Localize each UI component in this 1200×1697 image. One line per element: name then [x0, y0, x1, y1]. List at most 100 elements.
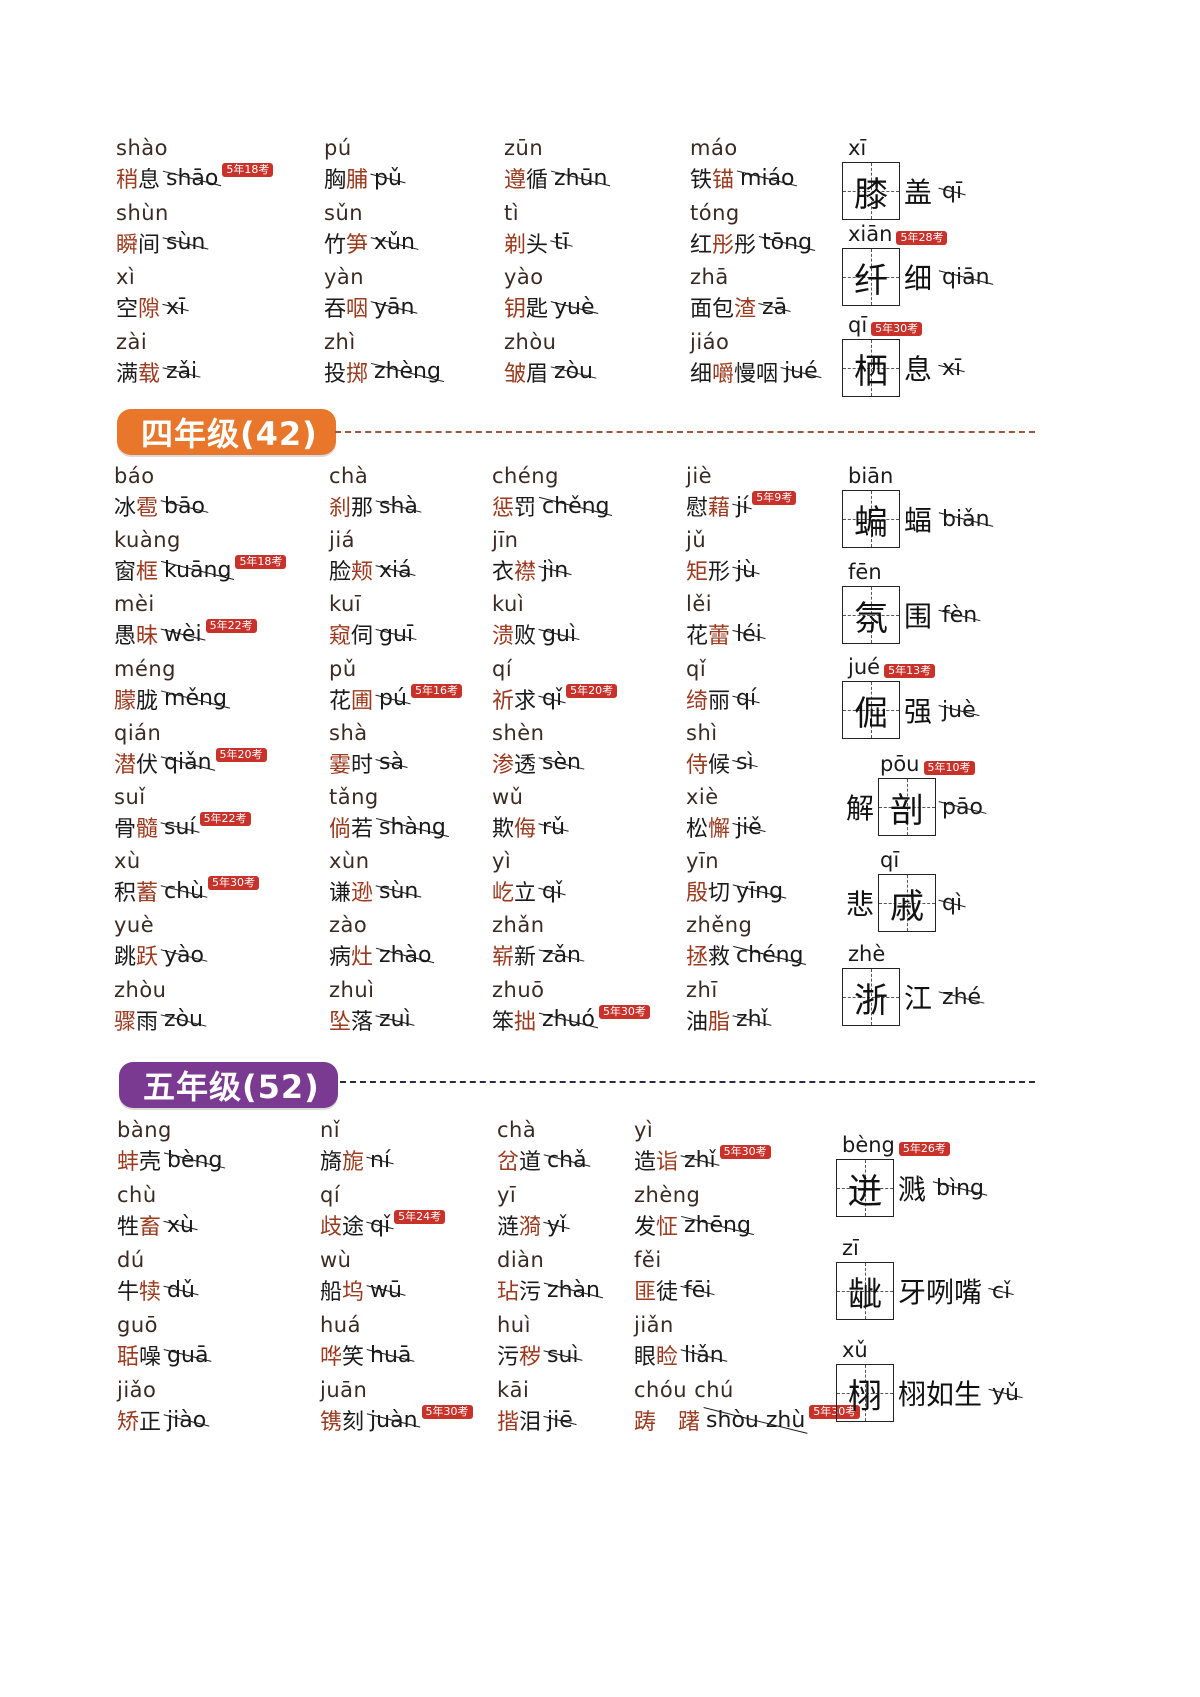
correct-pinyin-row: fēn: [848, 560, 882, 584]
highlighted-char: 脯: [346, 168, 369, 193]
highlighted-char: 皱: [504, 361, 527, 387]
word-char: 伺: [351, 624, 374, 650]
wrong-pinyin-crossed: zòu: [554, 359, 593, 384]
tianzige-row: 栖息 xī: [842, 339, 961, 397]
correct-pinyin: juān: [320, 1378, 368, 1402]
word-line: 跳跃 yào: [114, 939, 204, 971]
tianzige-entry: qī 悲戚 qì: [842, 848, 1072, 938]
wrong-pinyin-crossed: guì: [542, 621, 577, 647]
correct-pinyin: qí: [492, 656, 513, 681]
highlighted-char: 祈: [492, 688, 515, 714]
word-line: 松懈 jiě: [686, 811, 762, 843]
word-entry: kāi 揩泪 jiē: [483, 1378, 673, 1442]
word-entry: jiáo 细嚼慢咽 jué: [676, 330, 866, 394]
exam-frequency-badge: 5年30考: [598, 1004, 650, 1019]
word-line: 空隙 xī: [116, 291, 185, 323]
word-char: 徒: [656, 1280, 679, 1305]
word-entry: shào 稍息 shāo 5年18考: [102, 136, 292, 200]
highlighted-char: 拙: [514, 1009, 537, 1035]
wrong-pinyin-crossed: zā: [762, 294, 788, 320]
correct-pinyin-row: xī: [848, 136, 866, 160]
wrong-pinyin-crossed: bìng: [936, 1175, 985, 1201]
correct-pinyin: bèng: [842, 1133, 895, 1157]
correct-pinyin: zài: [116, 329, 148, 354]
highlighted-char: 骤: [114, 1009, 137, 1035]
word-line: 揩泪 jiē: [497, 1404, 573, 1436]
highlighted-char: 刹: [329, 496, 352, 521]
word-entry: dú 牛犊 dǔ: [103, 1248, 293, 1312]
word-line: 面包渣 zā: [690, 291, 787, 323]
word-char: 眉: [526, 361, 549, 387]
word-entry: zhā 面包渣 zā: [676, 265, 866, 329]
word-line: 眼睑 liǎn: [634, 1339, 724, 1371]
correct-pinyin: jué: [848, 655, 881, 679]
correct-pinyin-row: zhè: [848, 942, 885, 966]
correct-pinyin: jǔ: [686, 528, 707, 553]
wrong-pinyin-crossed: huā: [370, 1342, 412, 1368]
word-line: 侍候 sì: [686, 747, 754, 779]
word-char: 衣: [492, 560, 515, 586]
word-char: 罚: [514, 496, 537, 521]
word-char: 若: [351, 817, 374, 842]
correct-pinyin: yì: [634, 1118, 654, 1142]
highlighted-char: 窥: [329, 624, 352, 650]
highlighted-char: 玷: [497, 1280, 520, 1305]
word-line: 涟漪 yǐ: [497, 1209, 566, 1241]
correct-pinyin: biān: [848, 464, 894, 488]
word-entry: zhòu 皱眉 zòu: [490, 330, 680, 394]
correct-pinyin: shùn: [116, 200, 169, 225]
wrong-pinyin-crossed: ní: [370, 1147, 391, 1173]
correct-pinyin: qián: [114, 720, 162, 745]
highlighted-char: 倘: [329, 817, 352, 842]
word-char: 涟: [497, 1215, 520, 1240]
word-line: 匪徒 fēi: [634, 1274, 711, 1306]
word-char: 道: [519, 1150, 542, 1175]
boxed-char: 膝: [854, 174, 888, 215]
tianzige-box: 膝: [842, 162, 900, 220]
word-char: 船: [320, 1280, 343, 1305]
correct-pinyin-row: qī: [880, 848, 899, 872]
word-entry: jīn 衣襟 jìn: [478, 528, 668, 592]
wrong-pinyin-crossed: sùn: [166, 230, 206, 255]
exam-frequency-badge: 5年30考: [719, 1145, 771, 1159]
wrong-pinyin-crossed: sà: [379, 750, 404, 776]
word-line: 哗笑 huā: [320, 1339, 411, 1371]
word-char: 彤: [734, 232, 757, 258]
word-entry: xùn 谦逊 sùn: [315, 849, 505, 913]
word-entry: zhěng 拯救 chéng: [672, 913, 862, 977]
word-char: 吞: [324, 297, 347, 322]
word-entry: qián 潜伏 qiǎn 5年20考: [100, 721, 290, 785]
exam-frequency-badge: 5年22考: [199, 812, 251, 826]
correct-pinyin: huá: [320, 1313, 361, 1337]
word-char: 丽: [708, 688, 731, 714]
word-char: 雨: [136, 1009, 159, 1035]
tianzige-entry: zhè 浙江 zhé: [842, 942, 1072, 1032]
word-line: 花圃 pú 5年16考: [329, 683, 462, 715]
correct-pinyin: huì: [497, 1313, 531, 1337]
tianzige-entry: bèng 5年26考迸溅 bìng: [836, 1133, 1066, 1223]
word-entry: yàn 吞咽 yān: [310, 265, 500, 329]
word-entry: méng 朦胧 měng: [100, 657, 290, 721]
word-entry: yīn 殷切 yīng: [672, 849, 862, 913]
wrong-pinyin-crossed: guā: [167, 1342, 209, 1368]
wrong-pinyin-crossed: xiá: [379, 557, 412, 583]
wrong-pinyin-crossed: jí: [736, 493, 749, 519]
tianzige-entry: jué 5年13考倔强 juè: [842, 655, 1072, 745]
word-line: 蚌壳 bèng: [117, 1144, 222, 1176]
highlighted-char: 怔: [656, 1215, 679, 1240]
wrong-pinyin-crossed: chǎ: [547, 1147, 587, 1173]
highlighted-char: 睑: [656, 1345, 679, 1370]
correct-pinyin: zhuì: [329, 977, 375, 1002]
word-line: 污秽 suì: [497, 1339, 579, 1371]
wrong-pinyin-crossed: chéng: [736, 942, 804, 968]
correct-pinyin: suǐ: [114, 785, 146, 809]
following-chars: 围: [904, 600, 933, 633]
word-entry: chéng 惩罚 chěng: [478, 464, 668, 528]
tianzige-row: 氛围 fèn: [842, 586, 977, 644]
wrong-pinyin-crossed: zòu: [164, 1007, 203, 1033]
highlighted-char: 坠: [329, 1009, 352, 1035]
word-char: 投: [324, 361, 347, 387]
word-entry: wǔ 欺侮 rǔ: [478, 785, 668, 849]
boxed-char: 剖: [890, 790, 925, 831]
wrong-pinyin-crossed: suì: [547, 1342, 579, 1368]
